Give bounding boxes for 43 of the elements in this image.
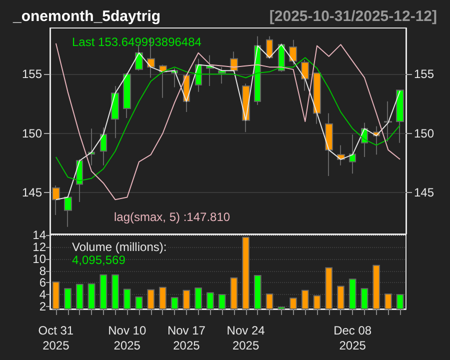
y-tick-label: 6 bbox=[39, 276, 46, 290]
annotation: Last 153.649993896484 bbox=[72, 35, 202, 49]
line-series bbox=[55, 57, 401, 182]
chart-title: _onemonth_5daytrig bbox=[12, 8, 161, 25]
candlestick bbox=[111, 86, 119, 139]
candlestick bbox=[384, 100, 392, 142]
y-tick-label: 155 bbox=[22, 67, 42, 82]
candlestick bbox=[218, 66, 226, 84]
candlestick bbox=[313, 72, 321, 124]
y-tick-label: 14 bbox=[32, 228, 46, 242]
candlestick bbox=[206, 54, 214, 87]
candlestick bbox=[301, 59, 309, 92]
y2-tick-label: 145 bbox=[414, 186, 434, 200]
candlestick bbox=[396, 90, 404, 144]
candlestick bbox=[289, 39, 297, 66]
candlestick bbox=[100, 126, 107, 166]
annotation: Volume (millions): bbox=[72, 240, 167, 254]
y2-tick-label: 150 bbox=[414, 126, 434, 140]
y-tick-label: 4 bbox=[39, 288, 46, 302]
candlestick bbox=[123, 72, 131, 118]
candlestick bbox=[230, 51, 238, 72]
x-tick-label: Oct 31 2025 bbox=[38, 324, 74, 352]
y-tick-label: 150 bbox=[22, 126, 42, 140]
x-tick-label: Nov 10 2025 bbox=[108, 324, 146, 352]
candlestick bbox=[64, 196, 72, 228]
y-tick-label: 2 bbox=[39, 300, 46, 314]
y2-tick-label: 155 bbox=[414, 67, 434, 82]
candlestick bbox=[76, 158, 83, 203]
series-label: lag(smax, 5) :147.810 bbox=[114, 210, 230, 224]
candlestick bbox=[88, 128, 95, 166]
x-tick-label: Dec 08 2025 bbox=[334, 324, 372, 352]
y-tick-label: 8 bbox=[39, 264, 46, 278]
x-tick-label: Nov 17 2025 bbox=[167, 324, 206, 352]
candlestick bbox=[325, 112, 333, 176]
y-tick-label: 10 bbox=[32, 252, 46, 266]
chart-subtitle: [2025-10-31/2025-12-12] bbox=[269, 8, 438, 25]
y-tick-label: 12 bbox=[32, 240, 46, 254]
candlestick bbox=[349, 134, 356, 174]
annotation: 4,095,569 bbox=[72, 253, 126, 267]
candlestick bbox=[52, 184, 60, 216]
candlestick bbox=[266, 36, 273, 60]
x-tick-label: Nov 24 2025 bbox=[226, 324, 266, 352]
y-tick-label: 145 bbox=[22, 186, 42, 200]
